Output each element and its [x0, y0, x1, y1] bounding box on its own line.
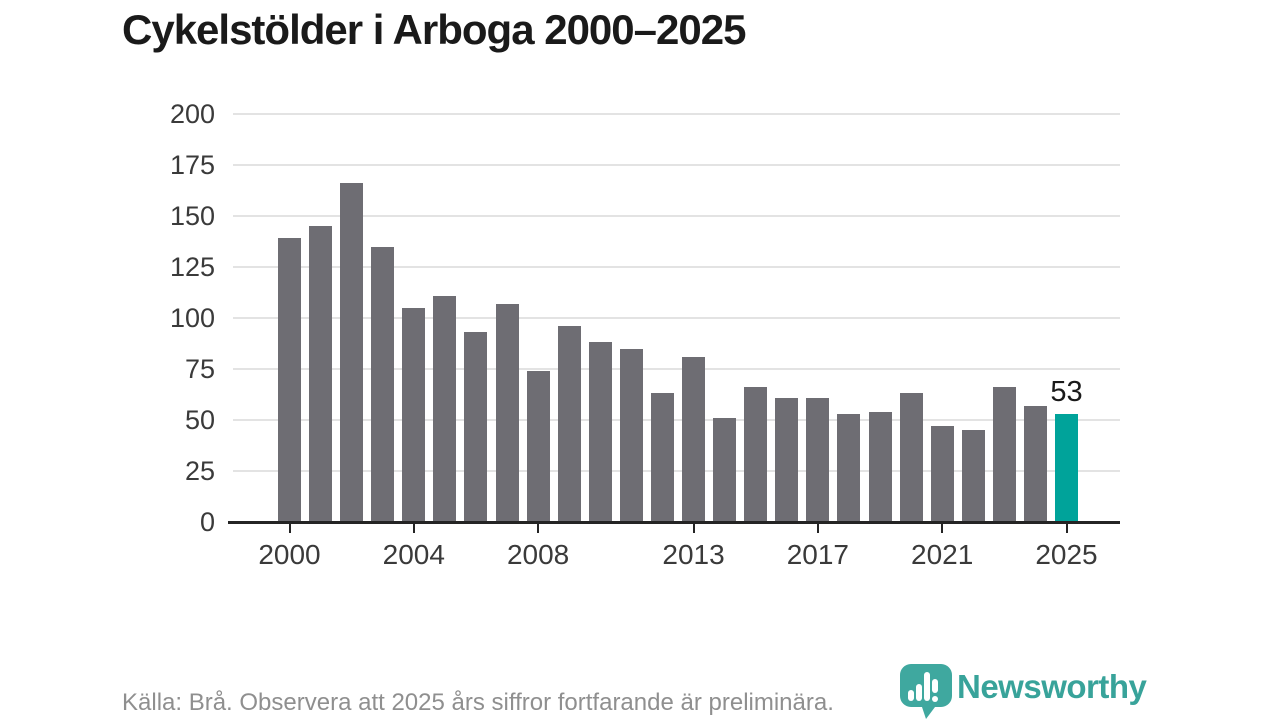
gridline-200 — [233, 113, 1120, 115]
bar-2011 — [619, 348, 643, 522]
bar-2003 — [371, 246, 395, 522]
x-axis-tick-2017 — [816, 524, 819, 533]
bar-2001 — [309, 226, 333, 522]
gridline-100 — [233, 317, 1120, 319]
gridline-75 — [233, 368, 1120, 370]
highlight-value-label: 53 — [1050, 375, 1083, 408]
x-axis-tick-2004 — [412, 524, 415, 533]
x-axis-tick-2021 — [941, 524, 944, 533]
bar-2021 — [930, 426, 954, 522]
bar-2022 — [961, 430, 985, 522]
gridline-150 — [233, 215, 1120, 217]
bar-2006 — [464, 332, 488, 522]
x-axis-label-2013: 2013 — [662, 539, 725, 570]
x-axis-label-2021: 2021 — [911, 539, 974, 570]
newsworthy-logo: Newsworthy — [899, 663, 1199, 720]
bar-2020 — [899, 393, 923, 522]
bar-2002 — [340, 183, 364, 522]
gridline-175 — [233, 164, 1120, 166]
source-note: Källa: Brå. Observera att 2025 års siffr… — [122, 689, 834, 716]
x-axis-label-2025: 2025 — [1035, 539, 1098, 570]
bar-2014 — [713, 417, 737, 522]
bar-2009 — [557, 326, 581, 522]
y-axis-label-200: 200 — [169, 99, 215, 129]
newsworthy-wordmark: Newsworthy — [957, 668, 1147, 705]
bar-chart-pin-icon — [900, 664, 952, 719]
x-axis-line — [228, 521, 1120, 524]
x-axis-label-2000: 2000 — [258, 539, 321, 570]
bar-2015 — [744, 387, 768, 522]
x-axis-tick-2025 — [1065, 524, 1068, 533]
y-axis-label-0: 0 — [199, 507, 215, 537]
bar-2019 — [868, 411, 892, 522]
bar-2018 — [837, 413, 861, 522]
bar-2000 — [278, 238, 301, 522]
x-axis-tick-2008 — [537, 524, 540, 533]
x-axis-label-2008: 2008 — [506, 539, 570, 570]
y-axis-label-75: 75 — [184, 354, 215, 384]
bar-2004 — [402, 307, 426, 522]
bar-2024 — [1023, 405, 1047, 522]
x-axis-tick-2000 — [288, 524, 291, 533]
bar-2016 — [775, 397, 799, 522]
y-axis-label-50: 50 — [184, 405, 215, 435]
gridline-125 — [233, 266, 1120, 268]
gridline-25 — [233, 470, 1120, 472]
bar-2013 — [682, 356, 706, 522]
y-axis-label-175: 175 — [169, 150, 215, 180]
bar-2010 — [588, 342, 612, 522]
y-axis-label-150: 150 — [169, 201, 215, 231]
x-axis-label-2017: 2017 — [786, 539, 849, 570]
x-axis-label-2004: 2004 — [382, 539, 445, 570]
y-axis-label-25: 25 — [184, 456, 215, 486]
bar-2017 — [806, 397, 830, 522]
bar-2012 — [650, 393, 674, 522]
bar-2025 — [1055, 413, 1078, 522]
chart-title: Cykelstölder i Arboga 2000–2025 — [122, 6, 746, 53]
y-axis-label-125: 125 — [169, 252, 215, 282]
bar-2007 — [495, 303, 519, 522]
bar-2008 — [526, 371, 550, 522]
bar-2005 — [433, 295, 457, 522]
y-axis-label-100: 100 — [169, 303, 215, 333]
x-axis-tick-2013 — [692, 524, 695, 533]
bar-2023 — [992, 387, 1016, 522]
gridline-50 — [233, 419, 1120, 421]
